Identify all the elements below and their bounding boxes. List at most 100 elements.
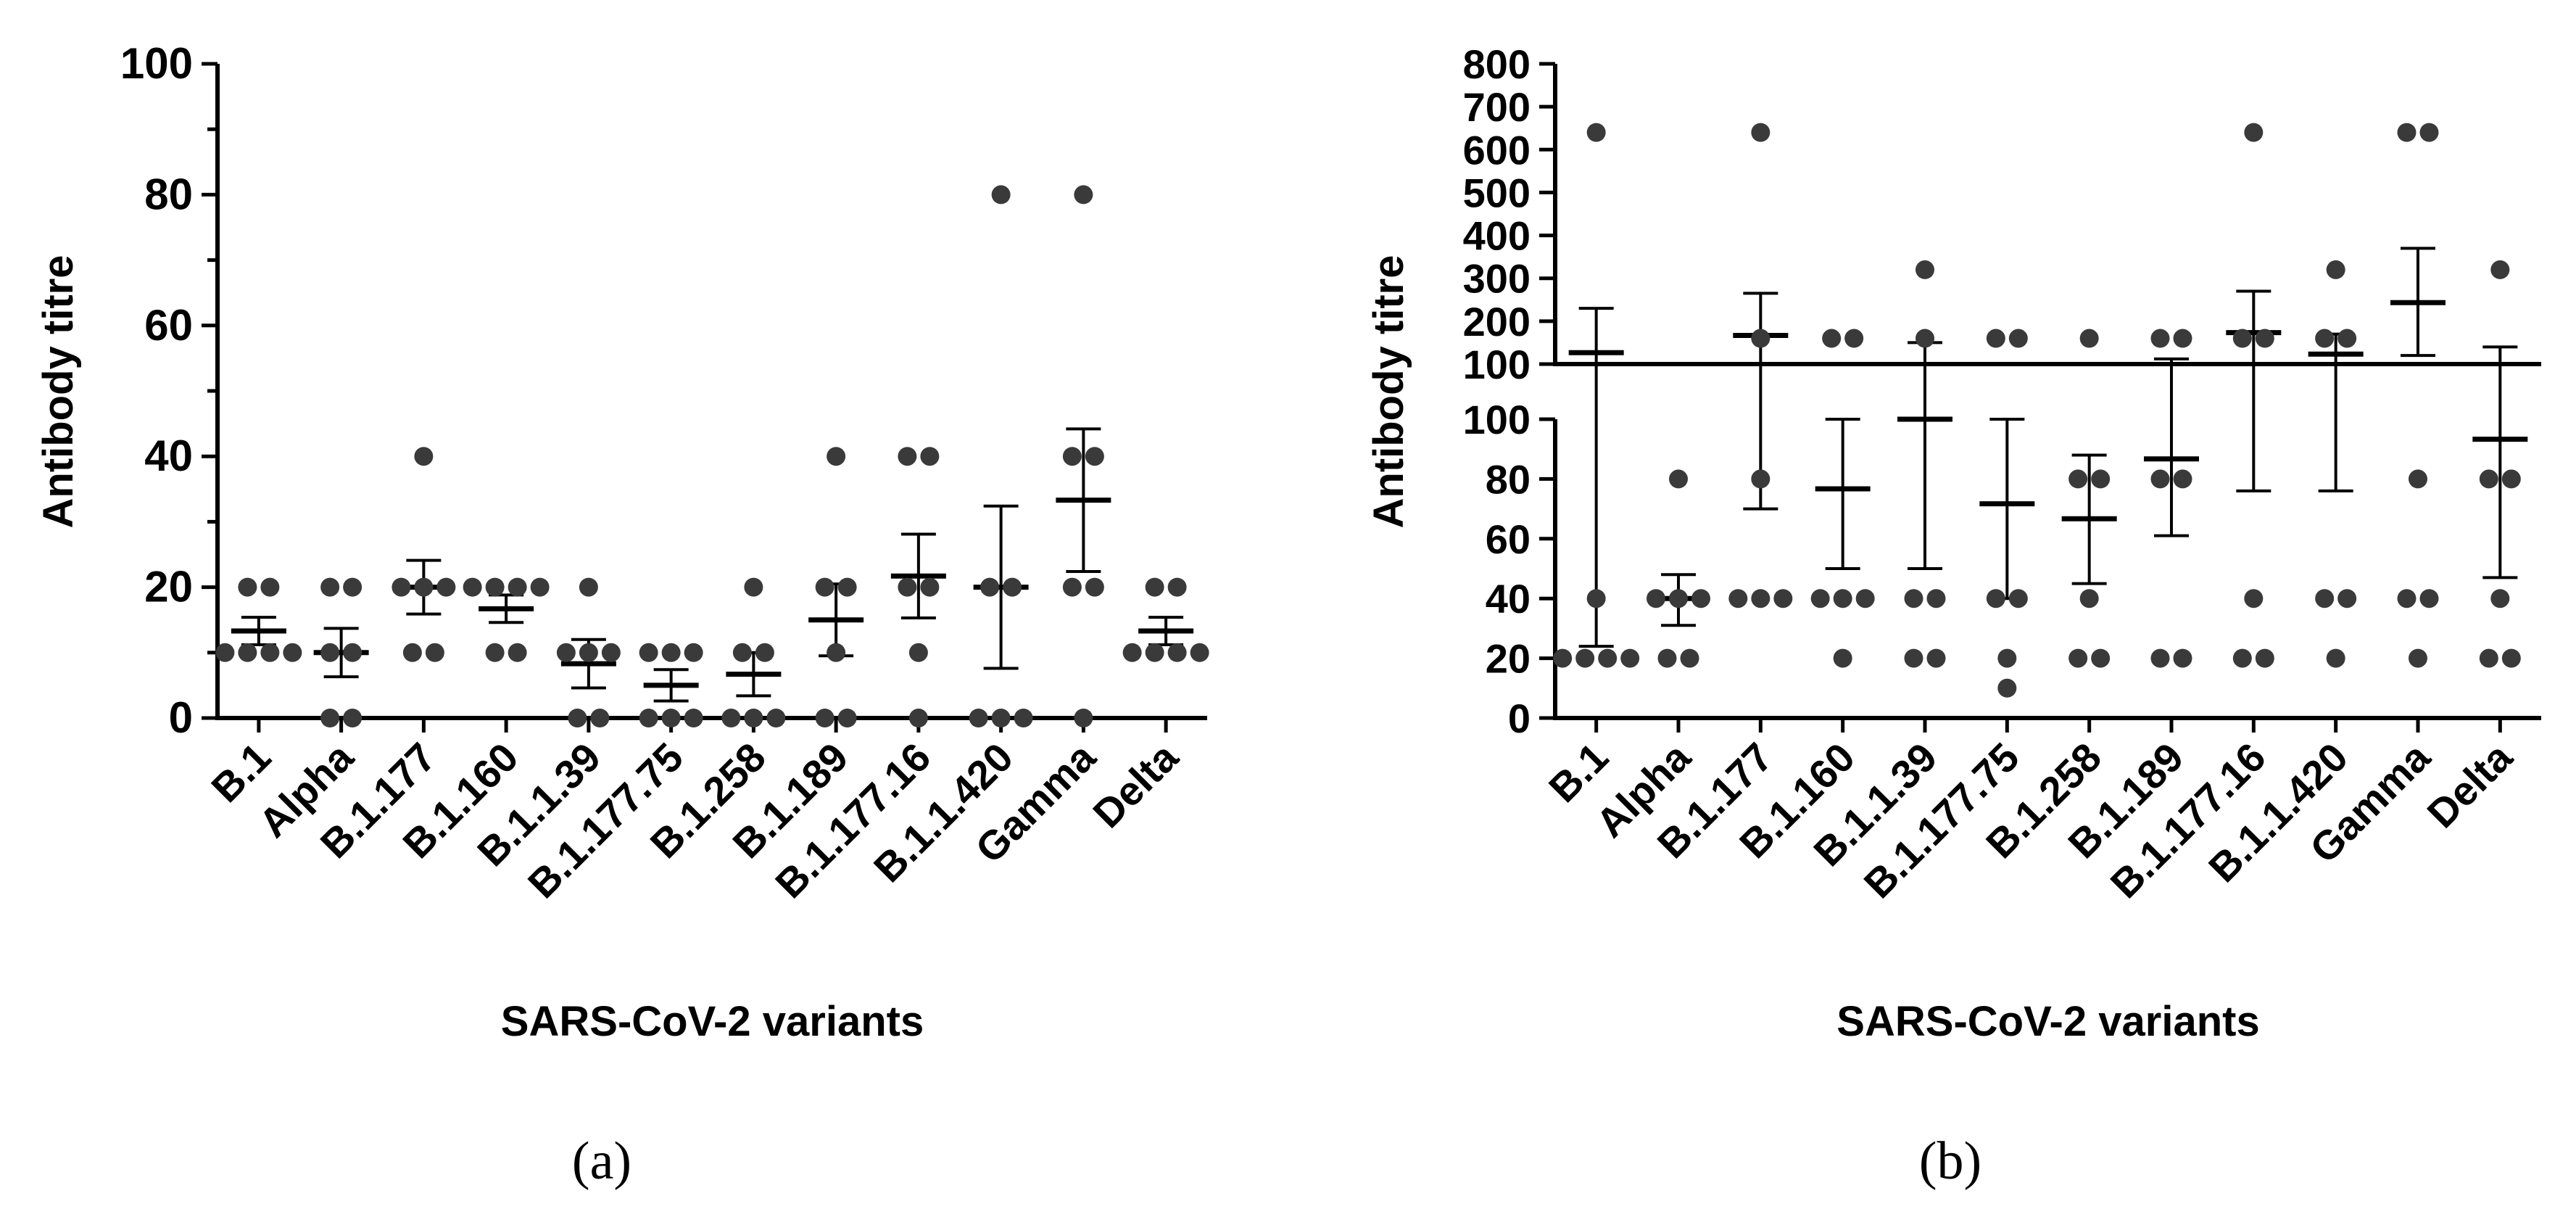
data-point: [1598, 648, 1618, 668]
data-point: [2232, 648, 2252, 668]
data-point: [402, 643, 422, 662]
data-point: [2068, 469, 2088, 489]
data-point: [1833, 589, 1852, 608]
y-tick-label: 300: [1463, 256, 1531, 302]
data-point: [238, 643, 257, 662]
data-point: [2337, 329, 2357, 348]
data-point: [2244, 589, 2264, 608]
data-point: [1167, 577, 1187, 597]
data-point: [1751, 469, 1771, 489]
y-tick-label: 100: [120, 39, 193, 88]
data-point: [1997, 648, 2017, 668]
data-point: [2397, 589, 2416, 608]
y-tick-label: 800: [1463, 41, 1531, 87]
data-point: [1003, 577, 1022, 597]
data-point: [744, 577, 763, 597]
data-point: [485, 577, 505, 597]
y-tick-label: 20: [1486, 636, 1531, 682]
y-axis-title: Antibody titre: [35, 255, 82, 529]
data-point: [1647, 589, 1665, 608]
data-point: [2315, 329, 2335, 348]
data-point: [1926, 648, 1946, 668]
data-point: [1691, 589, 1710, 608]
data-point: [436, 577, 456, 597]
data-point: [1074, 709, 1093, 727]
data-point: [320, 643, 340, 662]
data-point: [2173, 329, 2192, 348]
data-point: [1680, 648, 1699, 668]
panel-caption: (a): [572, 1131, 631, 1191]
y-tick-label: 40: [144, 432, 193, 480]
data-point: [684, 709, 703, 727]
data-point: [1751, 123, 1771, 142]
x-axis-title: SARS-CoV-2 variants: [1836, 998, 2259, 1045]
data-point: [392, 577, 411, 597]
data-point: [2008, 589, 2028, 608]
y-tick-label: 0: [1508, 696, 1531, 741]
data-point: [1833, 648, 1852, 668]
data-point: [1773, 589, 1793, 608]
data-point: [2315, 589, 2335, 608]
data-point: [991, 709, 1011, 727]
data-point: [1575, 648, 1595, 668]
data-point: [1844, 329, 1864, 348]
data-point: [2501, 469, 2521, 489]
data-point: [2326, 648, 2345, 668]
data-point: [2079, 589, 2099, 608]
data-point: [2479, 648, 2498, 668]
data-point: [827, 447, 846, 466]
data-point: [530, 577, 550, 597]
y-tick-label: 400: [1463, 213, 1531, 259]
data-point: [755, 643, 774, 662]
data-point: [2244, 123, 2264, 142]
data-point: [898, 577, 917, 597]
data-point: [1167, 643, 1187, 662]
data-point: [414, 577, 434, 597]
data-point: [283, 643, 302, 662]
data-point: [485, 643, 505, 662]
data-point: [2008, 329, 2028, 348]
y-tick-label: 0: [169, 693, 193, 742]
data-point: [1085, 447, 1104, 466]
data-point: [2501, 648, 2521, 668]
x-axis-title: SARS-CoV-2 variants: [501, 998, 924, 1045]
data-point: [661, 709, 681, 727]
y-tick-label: 700: [1463, 84, 1531, 130]
data-point: [1916, 260, 1934, 279]
y-tick-label: 20: [144, 563, 193, 611]
data-point: [579, 643, 598, 662]
data-point: [463, 577, 482, 597]
data-point: [1553, 648, 1573, 668]
y-tick-label: 100: [1463, 397, 1531, 442]
data-point: [579, 577, 598, 597]
y-tick-label: 80: [1486, 456, 1531, 502]
data-point: [744, 709, 763, 727]
data-point: [2255, 648, 2274, 668]
data-point: [508, 643, 527, 662]
data-point: [639, 643, 658, 662]
data-point: [1657, 648, 1677, 668]
data-point: [260, 577, 280, 597]
data-point: [2091, 469, 2111, 489]
data-point: [2255, 329, 2274, 348]
data-point: [2409, 469, 2427, 489]
data-point: [508, 577, 527, 597]
data-point: [556, 643, 576, 662]
data-point: [601, 643, 621, 662]
data-point: [1751, 589, 1771, 608]
y-axis-title: Antibody titre: [1365, 255, 1412, 529]
data-point: [815, 709, 834, 727]
data-point: [568, 709, 587, 727]
data-point: [2419, 589, 2439, 608]
y-tick-label: 600: [1463, 127, 1531, 173]
data-point: [238, 577, 257, 597]
data-point: [969, 709, 988, 727]
data-point: [2150, 648, 2170, 668]
data-point: [1997, 678, 2017, 698]
data-point: [260, 643, 280, 662]
data-point: [1122, 643, 1142, 662]
data-point: [684, 643, 703, 662]
data-point: [414, 447, 434, 466]
data-point: [837, 709, 857, 727]
